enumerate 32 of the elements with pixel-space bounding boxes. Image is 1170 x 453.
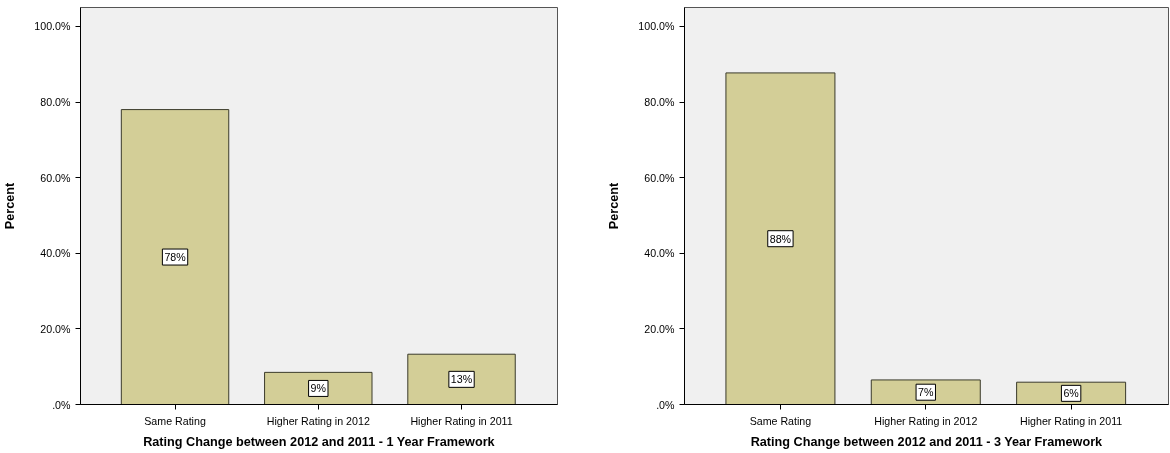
data-label: 6% — [1063, 387, 1080, 400]
y-tick-label: .0% — [656, 398, 676, 411]
y-tick-label: 80.0% — [644, 96, 676, 109]
data-label: 78% — [164, 251, 187, 264]
x-axis-title: Rating Change between 2012 and 2011 - 1 Year Framework — [143, 434, 496, 449]
x-tick-label: Same Rating — [749, 414, 812, 427]
bar — [725, 72, 836, 405]
y-tick-label: 20.0% — [644, 322, 676, 335]
y-axis-title: Percent — [607, 182, 622, 230]
bar — [407, 353, 516, 405]
x-tick-label: Higher Rating in 2012 — [874, 414, 978, 427]
bar — [264, 371, 373, 405]
y-tick-label: 40.0% — [40, 247, 72, 260]
x-tick-label: Same Rating — [144, 414, 206, 427]
y-tick-label: 80.0% — [40, 96, 72, 109]
data-label: 9% — [310, 382, 327, 395]
y-tick-label: 40.0% — [644, 247, 676, 260]
bar — [120, 109, 230, 405]
y-tick-label: 60.0% — [644, 171, 676, 184]
y-tick-label: 60.0% — [40, 171, 72, 184]
y-axis-title: Percent — [3, 182, 18, 230]
x-tick-label: Higher Rating in 2012 — [266, 414, 370, 427]
y-tick-label: 100.0% — [34, 20, 72, 33]
x-axis-title: Rating Change between 2012 and 2011 - 3 Year Framework — [750, 434, 1104, 449]
y-tick-label: 20.0% — [40, 322, 72, 335]
y-tick-label: 100.0% — [638, 20, 676, 33]
data-label: 13% — [450, 373, 473, 386]
data-label: 88% — [769, 232, 792, 245]
x-tick-label: Higher Rating in 2011 — [410, 414, 513, 427]
y-tick-label: .0% — [52, 398, 72, 411]
x-tick-label: Higher Rating in 2011 — [1019, 414, 1123, 427]
data-label: 7% — [918, 386, 934, 399]
